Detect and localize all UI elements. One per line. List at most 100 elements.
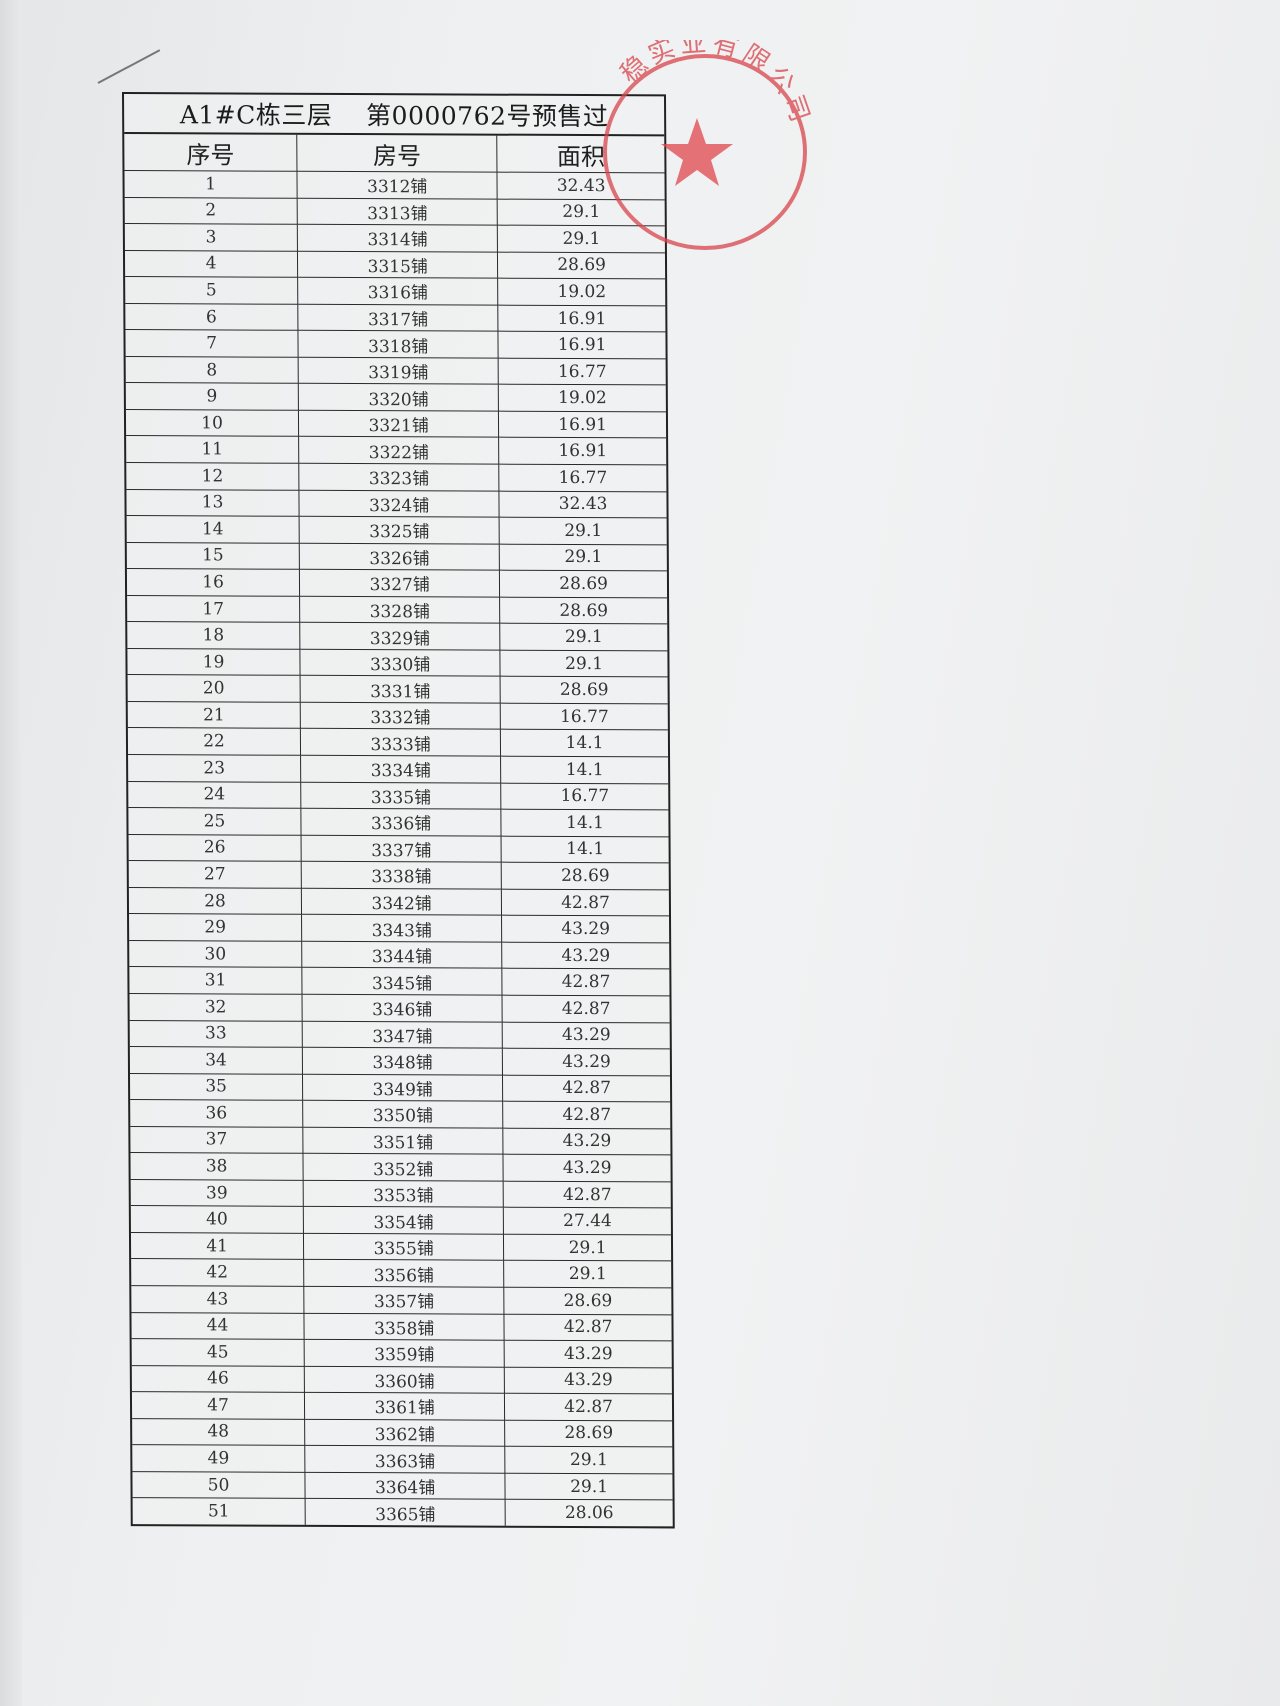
room-number: 3349铺 <box>302 1073 503 1102</box>
table-row: 24 3335铺 16.77 <box>128 781 669 811</box>
area-value: 42.87 <box>502 1074 671 1103</box>
table-row: 25 3336铺 14.1 <box>128 807 669 837</box>
room-number: 3315铺 <box>297 250 498 279</box>
room-number: 3331铺 <box>300 675 501 704</box>
row-index: 5 <box>125 276 298 305</box>
area-value: 29.1 <box>503 1260 672 1288</box>
room-number: 3320铺 <box>298 383 499 412</box>
table-row: 43 3357铺 28.69 <box>131 1285 672 1315</box>
room-number: 3337铺 <box>301 834 502 863</box>
column-header-room: 房号 <box>296 134 498 173</box>
room-number: 3362铺 <box>304 1419 505 1447</box>
table-row: 11 3322铺 16.91 <box>126 435 667 465</box>
table-row: 27 3338铺 28.69 <box>128 860 669 890</box>
table-row: 47 3361铺 42.87 <box>131 1391 673 1421</box>
row-index: 40 <box>130 1205 304 1234</box>
row-index: 13 <box>126 489 300 517</box>
row-index: 3 <box>124 223 298 251</box>
table-row: 21 3332铺 16.77 <box>127 701 668 731</box>
table-row: 17 3328铺 28.69 <box>127 595 668 625</box>
table-row: 22 3333铺 14.1 <box>127 728 669 757</box>
area-value: 43.29 <box>503 1127 671 1156</box>
row-index: 7 <box>125 329 299 358</box>
table-row: 7 3318铺 16.91 <box>125 329 666 359</box>
row-index: 12 <box>126 462 300 490</box>
table-row: 18 3329铺 29.1 <box>127 621 668 651</box>
area-value: 29.1 <box>497 225 665 253</box>
table-row: 3 3314铺 29.1 <box>124 223 665 253</box>
area-value: 43.29 <box>501 915 670 943</box>
room-number: 3359铺 <box>304 1339 505 1367</box>
room-number: 3360铺 <box>304 1365 505 1394</box>
room-number: 3346铺 <box>302 994 503 1022</box>
table-row: 14 3325铺 29.1 <box>126 515 667 545</box>
table-row: 15 3326铺 29.1 <box>126 542 667 572</box>
area-value: 27.44 <box>503 1207 671 1235</box>
area-value: 43.29 <box>501 942 670 970</box>
row-index: 29 <box>129 913 302 942</box>
row-index: 30 <box>129 940 302 968</box>
row-index: 38 <box>130 1152 304 1181</box>
room-number: 3322铺 <box>298 436 499 465</box>
room-number: 3338铺 <box>301 861 502 889</box>
table-row: 8 3319铺 16.77 <box>125 356 666 386</box>
area-value: 29.1 <box>504 1446 673 1474</box>
room-number: 3353铺 <box>303 1180 504 1208</box>
area-value: 14.1 <box>500 756 669 784</box>
table-row: 32 3346铺 42.87 <box>129 993 670 1023</box>
table-row: 42 3356铺 29.1 <box>131 1258 672 1288</box>
room-number: 3348铺 <box>302 1047 503 1075</box>
row-index: 41 <box>130 1232 304 1260</box>
area-value: 29.1 <box>500 650 668 678</box>
table-row: 29 3343铺 43.29 <box>129 913 670 943</box>
row-index: 17 <box>127 595 300 623</box>
table-row: 31 3345铺 42.87 <box>129 966 670 996</box>
room-number: 3329铺 <box>299 622 501 651</box>
table-row: 45 3359铺 43.29 <box>131 1338 672 1368</box>
table-row: 30 3344铺 43.29 <box>129 940 670 970</box>
room-number: 3314铺 <box>297 224 498 252</box>
row-index: 27 <box>128 860 302 889</box>
row-index: 22 <box>127 728 301 756</box>
row-index: 18 <box>127 621 301 650</box>
row-index: 21 <box>127 701 301 729</box>
row-index: 51 <box>132 1497 306 1525</box>
area-value: 16.77 <box>500 703 668 731</box>
area-value: 32.43 <box>499 490 667 518</box>
area-value: 16.91 <box>497 304 666 333</box>
room-number: 3324铺 <box>299 489 500 518</box>
row-index: 37 <box>130 1126 304 1154</box>
pen-mark <box>97 49 161 84</box>
table-row: 16 3327铺 28.69 <box>126 568 668 598</box>
room-number: 3356铺 <box>303 1259 504 1288</box>
table-row: 44 3358铺 42.87 <box>131 1312 672 1341</box>
column-header-index: 序号 <box>124 134 298 172</box>
row-index: 8 <box>125 356 299 384</box>
row-index: 15 <box>126 542 300 570</box>
table-row: 5 3316铺 19.02 <box>125 276 666 306</box>
room-number: 3313铺 <box>297 197 498 226</box>
row-index: 9 <box>125 382 299 411</box>
row-index: 10 <box>125 409 299 437</box>
room-number: 3351铺 <box>302 1126 504 1155</box>
row-index: 43 <box>131 1285 305 1313</box>
table-row: 10 3321铺 16.91 <box>125 409 667 439</box>
table-row: 26 3337铺 14.1 <box>128 834 669 864</box>
row-index: 45 <box>131 1338 305 1366</box>
row-index: 39 <box>130 1179 304 1207</box>
table-row: 6 3317铺 16.91 <box>125 303 666 333</box>
room-number: 3358铺 <box>304 1312 505 1341</box>
area-value: 28.06 <box>505 1499 673 1527</box>
area-value: 16.91 <box>498 411 667 439</box>
row-index: 32 <box>129 993 303 1021</box>
row-index: 26 <box>128 834 302 862</box>
room-number: 3336铺 <box>301 808 502 836</box>
area-value: 42.87 <box>502 995 670 1023</box>
room-number: 3325铺 <box>299 516 500 544</box>
room-number: 3363铺 <box>304 1445 506 1473</box>
area-value: 29.1 <box>497 198 665 226</box>
table-row: 40 3354铺 27.44 <box>130 1205 671 1235</box>
row-index: 42 <box>131 1258 304 1287</box>
area-value: 16.77 <box>500 782 669 811</box>
table-row: 2 3313铺 29.1 <box>124 197 665 226</box>
